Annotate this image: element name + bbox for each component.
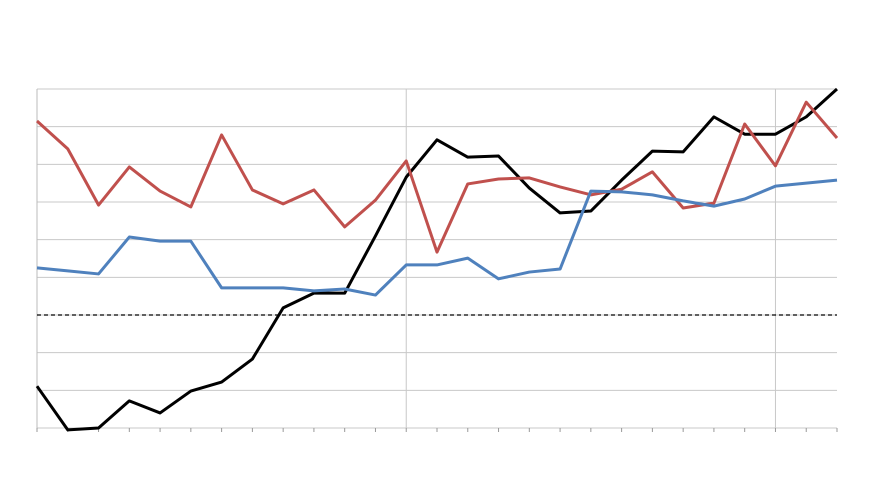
data-line bbox=[36, 178, 838, 297]
data-line bbox=[35, 87, 839, 432]
data-line bbox=[35, 100, 839, 254]
